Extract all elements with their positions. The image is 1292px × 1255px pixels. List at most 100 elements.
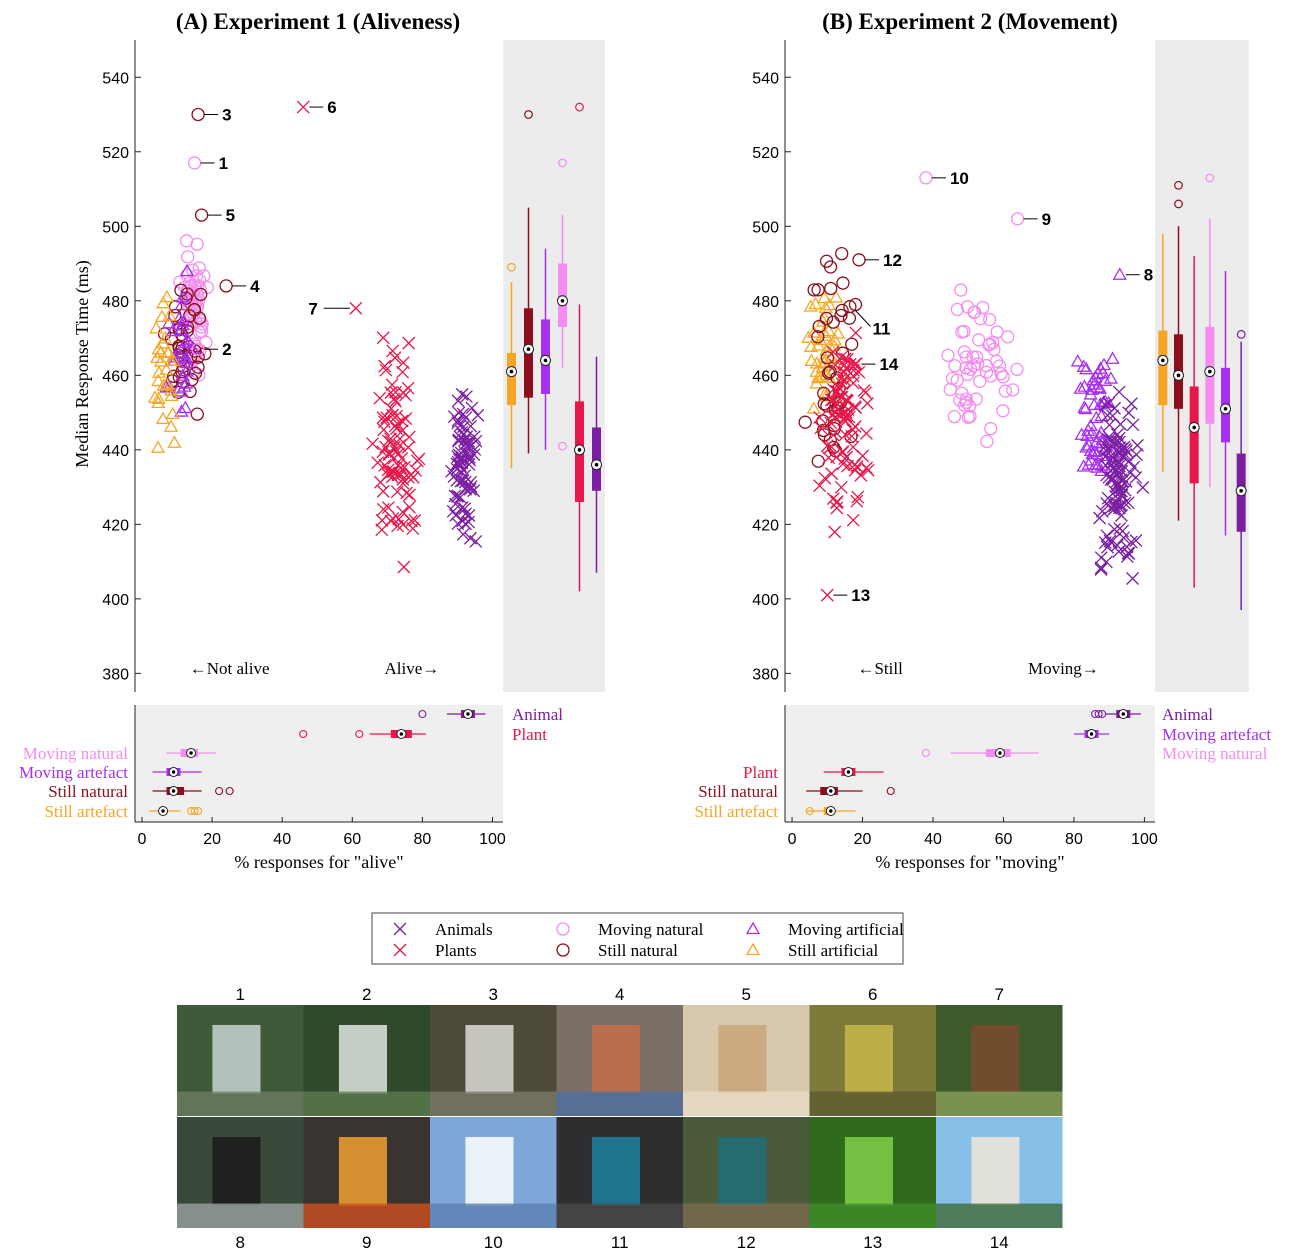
scatter-series-moving_artificial — [1070, 351, 1120, 476]
data-point — [181, 250, 195, 264]
data-point — [824, 393, 838, 407]
data-point — [396, 472, 410, 486]
thumb-ground — [936, 1203, 1063, 1228]
x-tick-label: 100 — [479, 831, 506, 848]
data-point — [996, 404, 1010, 418]
data-point — [451, 394, 465, 408]
data-point — [822, 451, 836, 465]
thumbnail-number: 7 — [995, 985, 1004, 1004]
data-point — [970, 350, 984, 364]
data-point — [376, 502, 390, 516]
data-point — [165, 323, 180, 337]
boxplot-outlier — [1174, 199, 1183, 209]
region-label-right: Moving→ — [1028, 659, 1099, 678]
data-point — [384, 386, 398, 400]
boxplot-outlier — [1174, 180, 1183, 190]
data-point — [457, 420, 470, 434]
data-point — [1098, 536, 1112, 550]
thumb-subject — [718, 1024, 767, 1094]
data-point — [156, 295, 171, 309]
boxplot-plants — [574, 102, 585, 592]
boxplot-median-dot — [543, 358, 548, 363]
data-point — [175, 368, 190, 381]
boxplot-still_natural — [523, 110, 534, 454]
y-tick-label: 460 — [752, 368, 779, 385]
data-point — [157, 331, 173, 344]
data-point — [1077, 379, 1092, 392]
boxplot-median-dot — [1208, 369, 1212, 374]
data-point — [990, 325, 1004, 339]
data-point — [392, 447, 406, 460]
data-point — [835, 303, 849, 318]
summary-row-label: Still natural — [48, 782, 128, 801]
data-point — [179, 376, 194, 389]
summary-median-dot — [829, 809, 833, 813]
data-point — [834, 409, 848, 422]
region-label-right: Alive→ — [384, 659, 439, 678]
data-point — [1077, 400, 1092, 413]
summary-row-label: Still artefact — [694, 802, 778, 821]
data-point — [176, 314, 191, 327]
data-point — [1094, 408, 1109, 422]
data-point — [830, 326, 846, 339]
thumbnail-number: 1 — [236, 985, 245, 1004]
data-point — [395, 414, 409, 428]
thumb-ground — [809, 1091, 936, 1116]
summary-row-still_artificial: Still artefact — [694, 802, 856, 821]
boxplot-outlier — [524, 110, 533, 119]
x-axis-label: % responses for "alive" — [234, 852, 403, 872]
data-point — [1087, 397, 1102, 411]
summary-row-label: Still artefact — [44, 802, 128, 821]
data-point — [456, 474, 470, 488]
data-point — [165, 406, 180, 420]
data-point — [811, 338, 826, 351]
data-point — [1115, 489, 1129, 503]
thumb-ground — [430, 1203, 557, 1228]
data-point — [1010, 362, 1024, 377]
summary-row-moving_natural: Moving natural — [921, 744, 1268, 763]
thumb-ground — [177, 1091, 304, 1116]
data-point — [456, 463, 470, 477]
data-point — [811, 283, 825, 297]
data-point — [820, 399, 834, 413]
data-point — [1094, 551, 1108, 565]
data-point — [1098, 373, 1113, 386]
y-tick-label: 440 — [102, 443, 129, 460]
data-point — [175, 317, 190, 331]
annotated-point — [919, 171, 933, 185]
data-point — [180, 284, 194, 298]
annotation-label: 9 — [1042, 210, 1051, 229]
boxplot-median-dot — [526, 347, 531, 352]
data-point — [1122, 406, 1136, 420]
summary-median-dot — [829, 789, 833, 793]
data-point — [804, 353, 819, 366]
boxplot-outlier — [1205, 173, 1215, 183]
thumb-subject — [212, 1136, 261, 1206]
data-point — [845, 337, 859, 351]
data-point — [381, 501, 395, 515]
data-point — [182, 276, 197, 290]
data-point — [953, 393, 967, 407]
boxplot-moving_natural — [557, 158, 568, 451]
data-point — [1099, 438, 1113, 452]
data-point — [1116, 524, 1130, 538]
data-point — [147, 390, 163, 403]
thumb-subject — [338, 1136, 387, 1206]
annotation-label: 4 — [250, 277, 260, 296]
legend-marker-moving_artificial — [745, 921, 761, 935]
data-point — [455, 387, 469, 401]
data-point — [820, 439, 834, 453]
data-point — [388, 351, 402, 365]
data-point — [941, 348, 955, 363]
summary-row-moving_artificial: Moving artefact — [1073, 725, 1271, 744]
thumbnail-number: 11 — [611, 1233, 629, 1252]
data-point — [366, 437, 380, 451]
data-point — [159, 362, 174, 375]
annotation-label: 2 — [222, 340, 231, 359]
seashell-photo — [556, 1005, 683, 1116]
annotation-label: 8 — [1144, 266, 1153, 285]
data-point — [859, 426, 873, 440]
thumb-ground — [809, 1203, 936, 1228]
thumb-ground — [430, 1091, 557, 1116]
